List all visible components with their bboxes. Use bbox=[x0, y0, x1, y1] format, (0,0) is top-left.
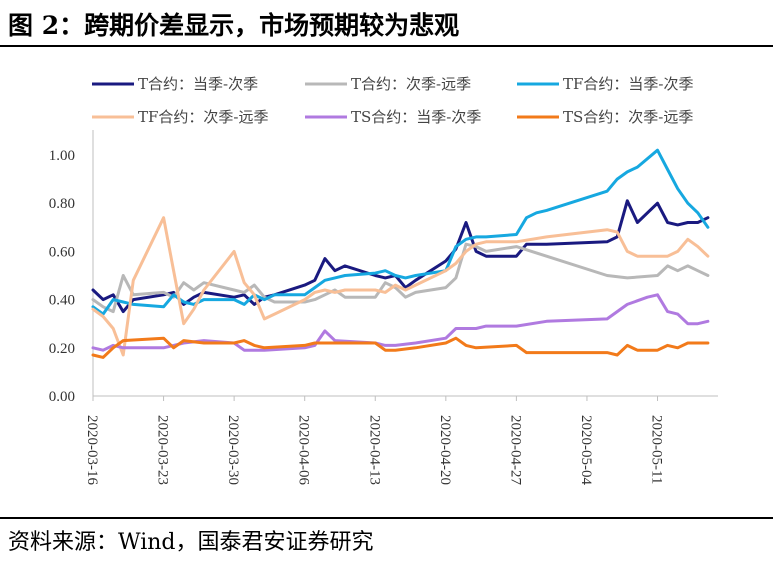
legend-label-2: T合约：次季-远季 bbox=[351, 75, 471, 93]
x-tick-label: 2020-03-16 bbox=[84, 415, 100, 485]
y-axis: 0.00 0.20 0.40 0.60 0.80 1.00 bbox=[49, 130, 94, 405]
x-tick-label: 2020-05-11 bbox=[649, 415, 665, 484]
x-tick-label: 2020-04-13 bbox=[366, 415, 382, 485]
y-tick-label: 0.00 bbox=[49, 389, 75, 405]
series-line-3 bbox=[91, 148, 710, 316]
series-line-1 bbox=[91, 199, 710, 314]
legend-label-1: T合约：当季-次季 bbox=[138, 75, 258, 93]
legend: T合约：当季-次季 T合约：次季-远季 TF合约：当季-次季 TF合约：次季-远季 TS… bbox=[92, 75, 693, 126]
bottom-rule bbox=[0, 517, 773, 519]
x-tick-label: 2020-05-04 bbox=[578, 415, 594, 485]
y-tick-label: 0.40 bbox=[49, 293, 75, 309]
y-tick-label: 0.20 bbox=[49, 341, 75, 357]
x-tick-label: 2020-03-30 bbox=[225, 415, 241, 485]
legend-label-6: TS合约：次季-远季 bbox=[563, 108, 693, 126]
legend-label-5: TS合约：当季-次季 bbox=[351, 108, 481, 126]
x-tick-label: 2020-03-23 bbox=[155, 415, 171, 485]
series-line-6 bbox=[91, 336, 710, 359]
legend-label-4: TF合约：次季-远季 bbox=[138, 108, 268, 126]
series-line-4 bbox=[91, 216, 710, 357]
line-chart: T合约：当季-次季 T合约：次季-远季 TF合约：当季-次季 TF合约：次季-远季 TS… bbox=[49, 75, 718, 485]
y-tick-label: 0.60 bbox=[49, 244, 75, 260]
y-tick-label: 1.00 bbox=[49, 148, 75, 164]
y-tick-label: 0.80 bbox=[49, 196, 75, 212]
source-note: 资料来源：Wind，国泰君安证券研究 bbox=[8, 530, 374, 555]
x-tick-label: 2020-04-06 bbox=[296, 415, 312, 485]
series-lines bbox=[91, 148, 710, 359]
figure-title: 图 2：跨期价差显示，市场预期较为悲观 bbox=[8, 11, 460, 40]
x-tick-label: 2020-04-20 bbox=[437, 415, 453, 485]
x-axis: 2020-03-16 2020-03-23 2020-03-30 2020-04-06… bbox=[84, 395, 718, 485]
top-rule bbox=[0, 45, 773, 47]
legend-label-3: TF合约：当季-次季 bbox=[563, 75, 693, 93]
x-tick-label: 2020-04-27 bbox=[507, 415, 523, 485]
